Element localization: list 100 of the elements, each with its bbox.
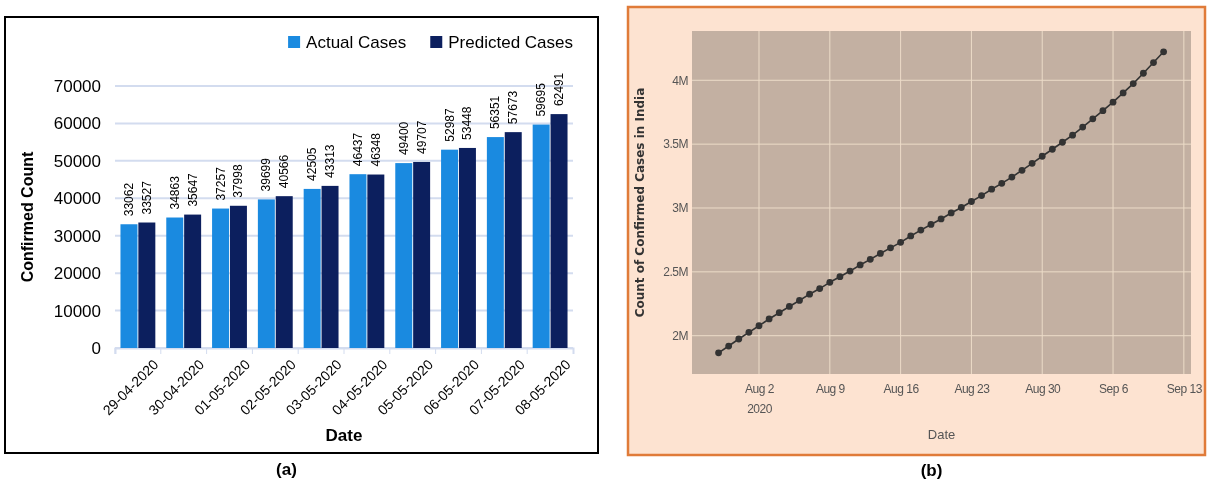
point xyxy=(978,192,985,199)
bar xyxy=(349,174,367,348)
data-label: 39699 xyxy=(259,157,274,192)
point xyxy=(1139,69,1147,77)
x-tick-label: Aug 23 xyxy=(954,381,991,396)
point xyxy=(988,185,996,193)
point xyxy=(785,303,793,310)
point xyxy=(957,204,965,211)
point xyxy=(796,297,803,304)
data-label: 40566 xyxy=(277,154,292,189)
y-tick-label: 40000 xyxy=(53,189,101,209)
point xyxy=(887,244,894,252)
data-label: 37257 xyxy=(213,166,228,201)
x-tick-label: Sep 6 xyxy=(1099,381,1129,396)
data-label: 34863 xyxy=(167,175,182,210)
legend-label: Actual Cases xyxy=(306,33,407,52)
x-tick-label: Aug 16 xyxy=(883,381,920,396)
x-tick-label: Aug 9 xyxy=(815,381,846,396)
point xyxy=(846,267,854,275)
bar xyxy=(532,124,550,348)
point xyxy=(947,209,955,217)
bar xyxy=(413,161,431,348)
data-label: 46437 xyxy=(350,132,365,167)
point xyxy=(715,349,722,357)
y-tick-label: 60000 xyxy=(53,114,101,134)
point xyxy=(755,322,763,330)
bar xyxy=(257,199,275,348)
data-label: 35647 xyxy=(185,172,200,207)
x-tick-label: Aug 2 2020 xyxy=(745,381,775,416)
point xyxy=(1119,89,1127,97)
point xyxy=(1129,80,1137,88)
point xyxy=(1018,166,1026,174)
y-tick-label: 20000 xyxy=(53,264,101,284)
point xyxy=(806,290,813,298)
point xyxy=(1069,131,1076,139)
data-label: 52987 xyxy=(442,107,457,142)
data-label: 33527 xyxy=(139,180,154,215)
data-label: 33062 xyxy=(121,182,136,217)
point xyxy=(1048,145,1056,153)
x-tick-label: Sep 13 xyxy=(1166,381,1203,396)
y-tick-label: 2.5M xyxy=(663,265,689,280)
data-label: 57673 xyxy=(506,90,521,125)
data-label: 59695 xyxy=(534,82,549,117)
y-tick-label: 0 xyxy=(91,338,101,358)
point xyxy=(826,278,834,286)
bar xyxy=(303,188,321,348)
data-label: 49707 xyxy=(414,120,429,154)
point xyxy=(836,273,844,281)
y-tick-label: 50000 xyxy=(53,151,101,171)
point xyxy=(1089,115,1097,123)
y-tick-label: 4M xyxy=(672,73,689,88)
y-tick-label: 2M xyxy=(672,329,689,344)
y-axis-title: Confirmed Count xyxy=(19,151,36,283)
point xyxy=(998,179,1006,187)
bar xyxy=(441,149,459,348)
bar xyxy=(458,147,476,348)
x-axis-title: Date xyxy=(927,427,956,442)
point xyxy=(765,315,773,323)
point xyxy=(745,328,753,336)
bar xyxy=(504,132,522,348)
bar xyxy=(229,205,247,348)
y-tick-label: 3M xyxy=(672,201,689,216)
point xyxy=(1028,159,1036,167)
point xyxy=(735,335,743,343)
y-tick-label: 3.5M xyxy=(663,137,689,152)
point xyxy=(1059,138,1066,146)
point xyxy=(937,215,945,223)
point xyxy=(856,261,864,269)
bar xyxy=(275,196,293,348)
data-label: 46348 xyxy=(368,132,383,167)
point xyxy=(775,309,783,317)
data-label: 37998 xyxy=(231,164,246,198)
data-label: 53448 xyxy=(460,106,475,140)
point xyxy=(968,198,975,205)
point xyxy=(725,342,733,350)
point xyxy=(927,221,935,228)
legend-label: Predicted Cases xyxy=(448,33,573,52)
data-label: 62491 xyxy=(552,72,567,107)
x-axis-title: Date xyxy=(325,426,363,445)
point xyxy=(897,238,905,246)
bar xyxy=(486,137,504,348)
bar xyxy=(138,222,156,348)
y-axis-title: Count of Confirmed Cases in India xyxy=(633,87,647,318)
bar xyxy=(395,163,413,348)
y-tick-label: 30000 xyxy=(53,226,101,246)
data-label: 42505 xyxy=(305,147,320,181)
point xyxy=(1038,152,1046,160)
bar xyxy=(166,217,184,348)
data-label: 56351 xyxy=(488,95,503,130)
point xyxy=(1008,173,1016,181)
point xyxy=(907,232,915,240)
point xyxy=(876,250,884,257)
data-label: 49400 xyxy=(396,121,411,156)
point xyxy=(1099,107,1107,115)
bar xyxy=(367,174,385,348)
y-tick-label: 70000 xyxy=(53,76,101,96)
bar xyxy=(212,208,230,348)
text: (b) xyxy=(920,461,943,480)
point xyxy=(917,226,925,234)
bar xyxy=(184,214,202,348)
